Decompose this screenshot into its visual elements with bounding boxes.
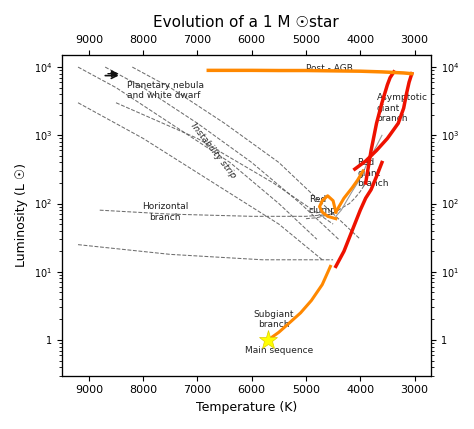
Text: Instability strip: Instability strip bbox=[190, 121, 238, 180]
Text: Horizontal
branch: Horizontal branch bbox=[142, 202, 188, 222]
Text: Main sequence: Main sequence bbox=[245, 346, 313, 355]
X-axis label: Temperature (K): Temperature (K) bbox=[196, 401, 297, 414]
Text: Planetary nebula
and white dwarf: Planetary nebula and white dwarf bbox=[127, 81, 204, 100]
Text: Subgiant
branch: Subgiant branch bbox=[253, 310, 294, 329]
Text: Red
clump: Red clump bbox=[309, 195, 337, 215]
Text: Red
giant
branch: Red giant branch bbox=[357, 158, 389, 188]
Title: Evolution of a 1 M ☉star: Evolution of a 1 M ☉star bbox=[154, 15, 339, 30]
Text: Asymptotic
giant
branch: Asymptotic giant branch bbox=[376, 93, 428, 123]
Y-axis label: Luminosity (L ☉): Luminosity (L ☉) bbox=[15, 163, 28, 267]
Text: Post - AGB: Post - AGB bbox=[306, 64, 353, 73]
